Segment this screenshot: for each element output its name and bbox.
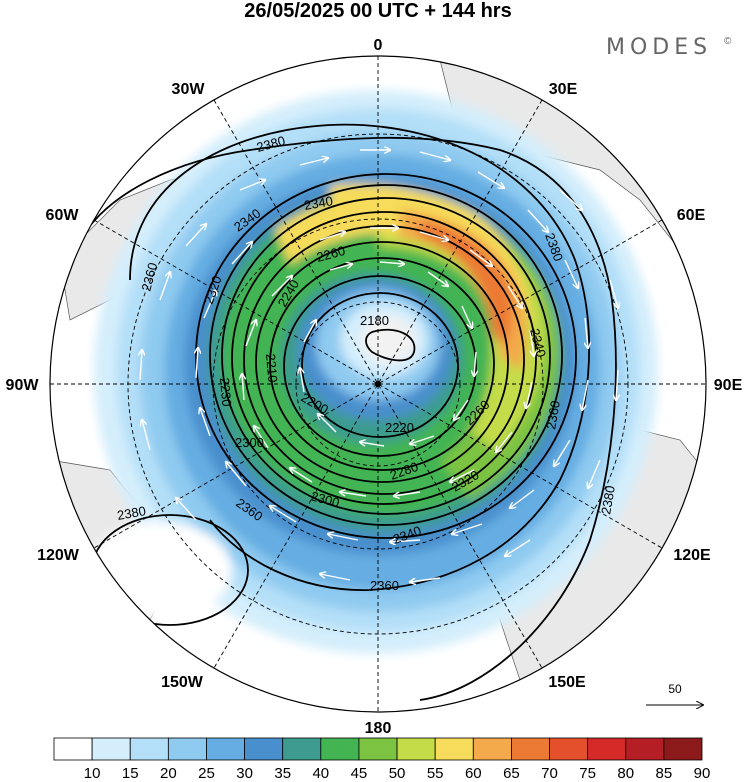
map-title: 26/05/2025 00 UTC + 144 hrs — [244, 0, 511, 22]
lon-label-150e: 150E — [548, 674, 586, 691]
brand-mark: © — [724, 36, 732, 47]
reference-vector-label: 50 — [668, 682, 682, 696]
lon-label-90w: 90W — [6, 377, 40, 394]
colorbar: 10 15 20 25 30 35 40 45 50 55 60 65 70 75 80 85 90 — [53, 737, 711, 782]
lon-label-30e: 30E — [549, 81, 578, 98]
contour-label: 2340 — [303, 193, 334, 213]
lon-label-30w: 30W — [172, 81, 206, 98]
wind-vectors — [140, 150, 618, 582]
contour-label: 2380 — [598, 484, 618, 515]
contour-label: 2180 — [360, 313, 389, 328]
graticule — [50, 56, 706, 712]
colorbar-swatch — [396, 737, 436, 761]
colorbar-tick-label: 85 — [656, 765, 673, 782]
colorbar-tick-label: 80 — [617, 765, 634, 782]
colorbar-swatch — [91, 737, 131, 761]
colorbar-tick-label: 35 — [274, 765, 291, 782]
colorbar-swatch — [625, 737, 665, 761]
contour-label: 2300 — [235, 435, 264, 450]
longitude-labels: 0 30E 60E 90E 120E 150E 180 150W 120W 90… — [6, 37, 743, 737]
north-pole-marker — [375, 381, 381, 387]
colorbar-tick-label: 70 — [541, 765, 558, 782]
colorbar-tick-label: 15 — [122, 765, 139, 782]
colorbar-swatch — [434, 737, 474, 761]
contour-label: 2260 — [315, 243, 347, 265]
colorbar-tick-label: 50 — [389, 765, 406, 782]
contour-label: 2230 — [217, 377, 234, 407]
colorbar-tick-label: 60 — [465, 765, 482, 782]
colorbar-swatch — [320, 737, 360, 761]
colorbar-swatch — [282, 737, 322, 761]
colorbar-swatch — [587, 737, 627, 761]
colorbar-tick-label: 75 — [579, 765, 596, 782]
colorbar-swatch — [53, 737, 93, 761]
wind-speed-shading — [88, 90, 658, 654]
contour-label: 2210 — [263, 353, 280, 383]
brand-logo: MODES — [606, 35, 712, 60]
colorbar-swatch — [244, 737, 284, 761]
colorbar-tick-label: 90 — [694, 765, 711, 782]
colorbar-swatch — [549, 737, 589, 761]
reference-vector: 50 — [646, 682, 703, 705]
colorbar-swatch — [167, 737, 207, 761]
colorbar-tick-label: 25 — [198, 765, 215, 782]
contour-label: 2360 — [543, 399, 563, 430]
colorbar-tick-label: 20 — [160, 765, 177, 782]
lon-label-120w: 120W — [37, 547, 80, 564]
map-border — [49, 55, 707, 713]
lon-label-60e: 60E — [677, 207, 706, 224]
contour-label: 2300 — [309, 488, 341, 510]
lon-label-180: 180 — [365, 720, 392, 737]
colorbar-swatch — [206, 737, 245, 761]
contour-label: 2360 — [370, 578, 399, 593]
colorbar-tick-label: 10 — [84, 765, 101, 782]
lon-label-90e: 90E — [714, 377, 743, 394]
colorbar-tick-label: 40 — [312, 765, 329, 782]
colorbar-swatch — [358, 737, 398, 761]
colorbar-tick-label: 65 — [503, 765, 520, 782]
colorbar-swatch — [129, 737, 169, 761]
colorbar-tick-label: 55 — [427, 765, 444, 782]
colorbar-swatch — [511, 737, 550, 761]
lon-label-0: 0 — [374, 37, 383, 54]
lon-label-150w: 150W — [161, 674, 204, 691]
contour-label: 2380 — [255, 133, 287, 155]
contour-label: 2380 — [116, 503, 147, 523]
map-disc — [50, 56, 706, 712]
colorbar-swatch — [472, 737, 512, 761]
lon-label-120e: 120E — [673, 547, 711, 564]
lon-label-60w: 60W — [46, 207, 80, 224]
geopotential-contours — [79, 123, 617, 701]
contour-label: 2340 — [527, 327, 549, 359]
contour-label: 2220 — [385, 420, 414, 435]
colorbar-tick-label: 45 — [351, 765, 368, 782]
colorbar-swatch — [663, 737, 703, 761]
contour-label: 2360 — [138, 261, 160, 293]
colorbar-tick-label: 30 — [236, 765, 253, 782]
